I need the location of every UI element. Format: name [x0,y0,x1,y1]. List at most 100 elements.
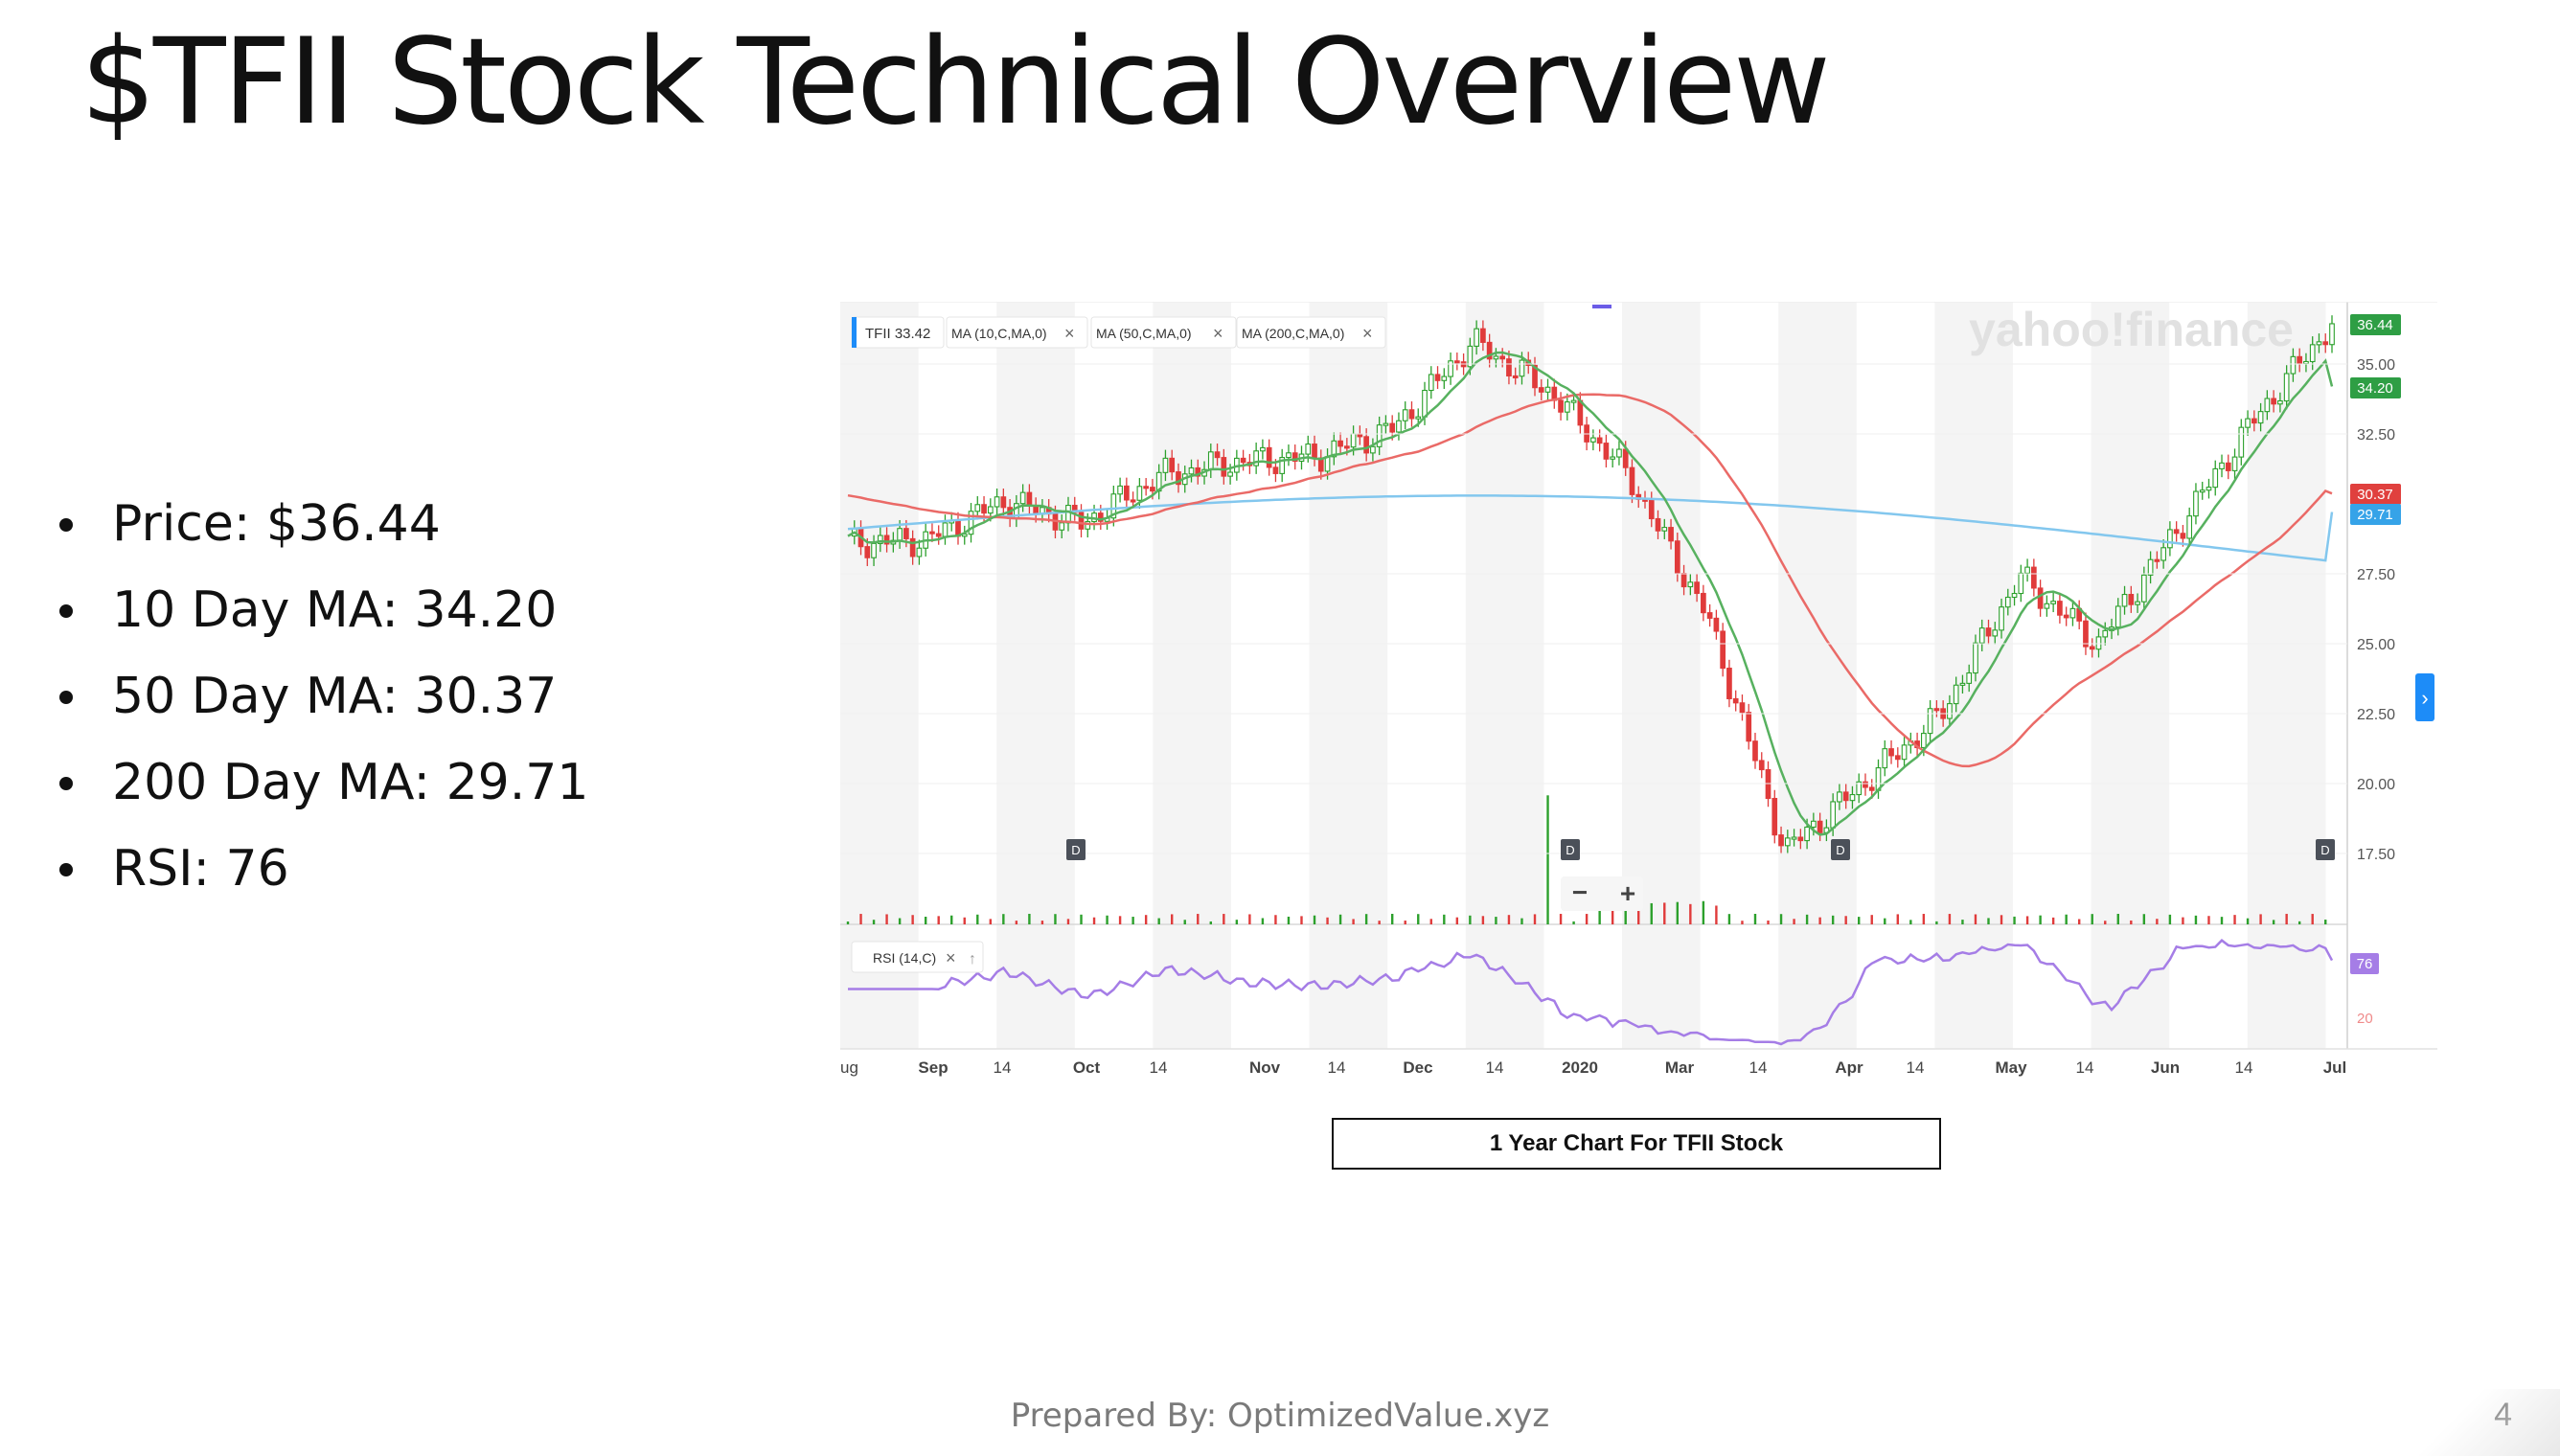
candle-body [1343,445,1350,449]
remove-ma10-icon[interactable]: × [1064,324,1075,343]
volume-bar [2272,920,2275,924]
candle-body [1065,505,1071,524]
candle-body [1136,486,1143,501]
legend-ma10-pill[interactable]: MA (10,C,MA,0) × [946,316,1088,349]
x-tick-label: 14 [1150,1058,1168,1077]
candle-body [1720,630,1726,670]
candle-body [1538,387,1544,393]
candle-body [2271,398,2276,405]
candle-body [974,504,981,512]
candle-body [1992,629,1999,637]
candle-body [1207,451,1214,470]
candle-body [1739,702,1746,714]
volume-bar [1546,795,1549,924]
candle-body [1363,436,1369,454]
candle-body [2083,620,2089,648]
candle-body [1868,786,1875,791]
candle-body [1350,433,1357,448]
x-tick-label: 14 [2235,1058,2253,1077]
volume-bar [1870,915,1873,924]
candle-body [2180,533,2186,539]
candle-body [1784,837,1791,847]
candle-body [1195,466,1201,477]
zoom-out-button[interactable]: − [1572,877,1588,907]
volume-bar [2194,915,2198,924]
expand-panel-button[interactable]: › [2415,673,2434,721]
candle-body [1674,540,1680,575]
dividend-marker[interactable]: D [1561,839,1580,860]
zoom-in-button[interactable]: + [1620,878,1635,908]
volume-bar [859,914,862,924]
volume-bar [1443,914,1446,924]
volume-bar [1741,921,1744,924]
candle-body [1532,364,1538,389]
volume-bar [1520,918,1523,924]
volume-bar [1429,919,1432,924]
x-tick-label: Mar [1665,1058,1695,1077]
volume-bar [1702,900,1705,924]
volume-bar [1935,921,1938,924]
legend-rsi-pill[interactable]: RSI (14,C) × ↑ [851,941,984,973]
dividend-marker[interactable]: D [1066,839,1086,860]
volume-bar [2091,914,2093,924]
remove-ma200-icon[interactable]: × [1362,324,1373,343]
candle-body [981,504,987,514]
volume-bar [1171,914,1174,924]
candle-body [1837,791,1842,803]
candle-body [1150,487,1155,492]
legend-ma50-pill[interactable]: MA (50,C,MA,0) × [1090,316,1237,349]
volume-bar [2051,917,2055,924]
legend-ma200-pill[interactable]: MA (200,C,MA,0) × [1236,316,1386,349]
candle-body [1188,466,1195,475]
metric-ma50: 50 Day MA: 30.37 [59,661,588,747]
x-tick-label: 14 [1486,1058,1504,1077]
y-tick-label: 17.50 [2357,847,2395,863]
candle-body [1331,440,1337,458]
volume-bar [1844,916,1847,924]
candle-body [1506,358,1512,377]
week-band [2091,302,2170,1049]
remove-ma50-icon[interactable]: × [1213,324,1223,343]
metrics-list: Price: $36.44 10 Day MA: 34.20 50 Day MA… [59,489,588,920]
candle-body [1765,768,1771,800]
candle-body [1486,341,1493,360]
candle-body [1849,794,1856,802]
candle-body [2160,547,2166,561]
candle-body [1758,760,1765,771]
volume-bar [1364,914,1368,924]
candle-body [1474,328,1479,347]
bullet-icon [59,863,73,876]
move-up-icon[interactable]: ↑ [969,951,976,967]
dividend-marker[interactable]: D [1831,839,1850,860]
price-badges: 36.44 34.20 30.37 29.71 76 20 [2350,314,2401,1027]
week-band [996,302,1075,1049]
candle-body [1817,820,1823,833]
volume-bar [963,917,966,924]
volume-bar [2324,920,2327,924]
time-axis: ug Sep 14 Oct 14 Nov 14 Dec 14 2020 Mar 14 Apr 14 May 1… [840,1058,2346,1077]
dividend-marker[interactable]: D [2316,839,2335,860]
candle-body [1558,399,1564,413]
candle-body [1811,820,1817,829]
x-tick-label: 2020 [1562,1058,1598,1077]
volume-bar [2116,914,2119,924]
candle-body [1512,375,1519,379]
volume-bar [1884,918,1886,924]
candle-body [2206,487,2212,491]
week-band [840,302,919,1049]
candle-body [1059,522,1065,531]
candle-body [2069,607,2076,619]
candle-body [2154,558,2160,562]
candle-body [2140,574,2147,603]
candle-body [1279,457,1286,474]
volume-bar [937,916,940,924]
candle-body [1389,422,1396,433]
ma10-line [847,351,2334,836]
badge-last: 36.44 [2357,317,2393,333]
volume-bar [1831,915,1835,924]
volume-bar [2233,915,2236,924]
candle-body [1124,485,1130,501]
candle-body [935,533,942,537]
remove-rsi-icon[interactable]: × [946,948,956,967]
volume-bar [1793,919,1795,924]
